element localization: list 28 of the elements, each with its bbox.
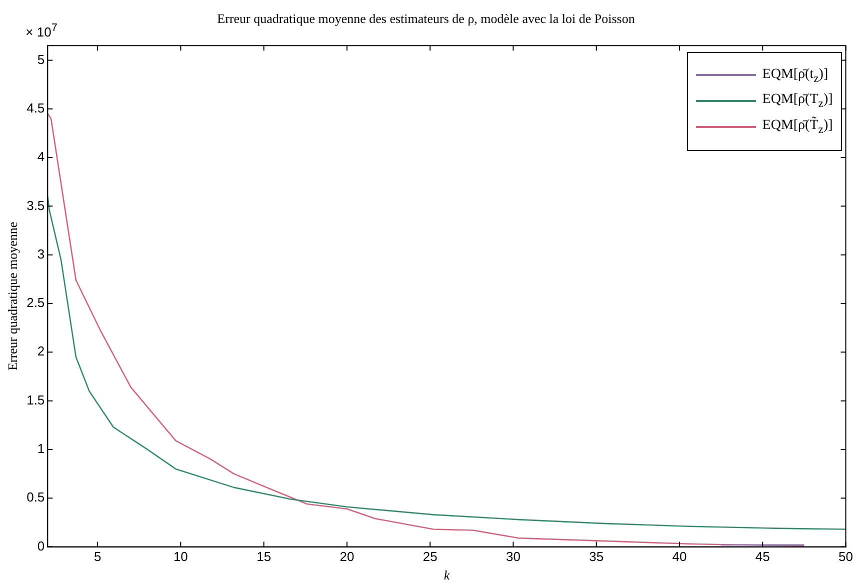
y-tick-label: 3.5 [26, 198, 45, 213]
y-tick-label: 1.5 [26, 392, 45, 408]
legend-label: EQM[ρ̄(t$_{z}$)] [762, 66, 828, 84]
y-tick-label: 4 [37, 149, 45, 164]
text: × 10$^{7}$ [26, 22, 58, 39]
y-tick-label: 3 [37, 246, 45, 262]
x-tick-label: 5 [94, 549, 102, 564]
y-tick-label: 5 [37, 52, 45, 67]
chart-title: Erreur quadratique moyenne des estimateurs de ρ, modèle avec la loi de Poisson [217, 11, 636, 26]
x-tick-label: 50 [838, 549, 854, 564]
x-axis-title: k [444, 568, 450, 583]
x-tick-label: 15 [256, 549, 272, 564]
y-axis-title: Erreur quadratique moyenne [5, 222, 20, 371]
legend-label: EQM[ρ̄(T̃$_{z}$)] [762, 118, 833, 136]
x-tick-label: 10 [173, 549, 188, 564]
x-tick-label: 40 [672, 549, 687, 564]
y-tick-label: 4.5 [26, 100, 45, 116]
x-tick-label: 25 [422, 549, 438, 564]
y-tick-label: 2 [37, 344, 45, 359]
y-tick-label: 2.5 [26, 295, 45, 310]
legend-label: EQM[ρ̄(T$_{z}$)] [762, 92, 833, 110]
y-tick-label: 0.5 [26, 490, 45, 505]
y-tick-label: 0 [37, 538, 45, 554]
x-tick-label: 35 [589, 549, 604, 564]
x-tick-label: 45 [755, 549, 770, 564]
y-tick-label: 1 [37, 441, 45, 456]
x-tick-label: 30 [506, 549, 520, 564]
x-tick-label: 20 [340, 549, 354, 564]
